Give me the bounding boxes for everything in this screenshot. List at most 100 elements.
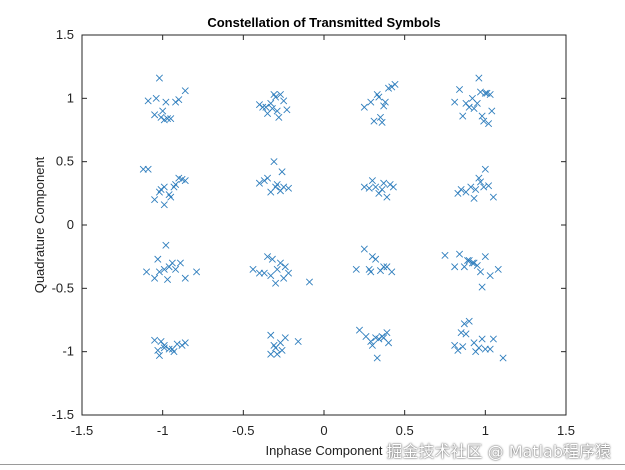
data-point: [172, 98, 180, 106]
data-point: [260, 177, 268, 185]
data-point: [460, 263, 468, 271]
y-tick-label: 1.5: [56, 27, 74, 42]
data-point: [163, 275, 172, 283]
data-point: [270, 158, 278, 166]
data-point: [488, 107, 496, 115]
data-point: [175, 96, 183, 104]
data-point: [465, 103, 473, 111]
data-point: [368, 253, 376, 261]
data-point: [165, 191, 173, 199]
data-point: [456, 85, 464, 93]
data-point: [160, 344, 168, 352]
data-point: [473, 99, 481, 107]
data-point: [473, 262, 481, 270]
y-axis-label: Quadrature Component: [32, 156, 47, 293]
x-tick-label: 0: [320, 423, 327, 438]
data-point: [272, 183, 280, 191]
data-point: [367, 268, 375, 276]
data-point: [160, 201, 168, 209]
data-point: [470, 194, 478, 202]
data-point: [284, 184, 293, 192]
plot-area: -1.5 -1 -0.5 0 0.5 1 1.5 -1.5 -1 -0.5 0 0.5 1 1.5: [52, 27, 575, 438]
data-point: [380, 179, 388, 187]
data-point: [280, 183, 288, 191]
x-tick-label: -1: [157, 423, 169, 438]
data-point: [276, 91, 284, 99]
data-point: [267, 331, 275, 339]
data-point: [475, 74, 483, 82]
data-point: [381, 98, 389, 106]
data-point: [481, 165, 489, 173]
data-point: [365, 184, 373, 192]
data-point: [476, 268, 485, 276]
data-point: [172, 265, 180, 273]
data-point: [462, 188, 470, 196]
data-point: [373, 354, 381, 362]
x-tick-label: 1.5: [557, 423, 575, 438]
data-point: [305, 278, 313, 286]
data-point: [486, 272, 494, 280]
data-point: [168, 345, 176, 353]
data-point: [151, 336, 159, 344]
data-point: [267, 350, 275, 358]
data-point: [372, 255, 380, 263]
data-point: [152, 94, 160, 102]
data-point: [176, 259, 184, 267]
data-point: [160, 265, 168, 273]
data-point: [178, 341, 186, 349]
data-point: [459, 343, 467, 351]
data-point: [362, 332, 370, 340]
data-point: [172, 180, 180, 188]
y-tick-label: 1: [67, 90, 74, 105]
data-point: [273, 350, 281, 358]
data-point: [181, 339, 189, 347]
data-point: [383, 329, 391, 337]
data-point: [485, 182, 493, 190]
data-point: [465, 317, 473, 325]
x-tick-label: 1: [482, 423, 489, 438]
data-point: [489, 193, 497, 201]
data-point: [144, 97, 152, 105]
data-point: [151, 196, 159, 204]
axes-box: [81, 34, 567, 416]
data-point: [268, 255, 276, 263]
data-point: [380, 102, 388, 110]
data-point: [481, 253, 489, 261]
data-point: [457, 329, 465, 337]
data-point: [157, 113, 165, 121]
data-point: [483, 89, 491, 97]
data-point: [372, 183, 380, 191]
y-tick-label: -0.5: [52, 280, 74, 295]
data-point: [284, 269, 293, 277]
data-point: [370, 117, 378, 125]
data-point: [383, 193, 391, 201]
data-point: [162, 98, 170, 106]
data-point: [375, 335, 383, 343]
data-point: [276, 259, 284, 267]
data-point: [470, 339, 478, 347]
y-tick-label: -1: [62, 344, 74, 359]
data-point: [367, 98, 375, 106]
x-tick-label: 0.5: [396, 423, 414, 438]
data-point: [478, 283, 486, 291]
data-point: [165, 345, 173, 353]
data-point: [352, 265, 360, 273]
data-point: [465, 256, 473, 264]
data-point: [478, 112, 486, 120]
data-point: [193, 268, 201, 276]
data-point: [480, 183, 488, 191]
data-point: [159, 107, 167, 115]
data-point: [454, 189, 462, 197]
data-point: [454, 346, 462, 354]
data-point: [255, 269, 263, 277]
data-point: [459, 112, 467, 120]
data-point: [157, 186, 165, 194]
data-point: [264, 253, 272, 261]
data-point: [451, 263, 459, 271]
y-tick-label: -1.5: [52, 407, 74, 422]
data-point: [262, 103, 270, 111]
data-point: [472, 186, 480, 194]
data-point: [360, 103, 368, 111]
data-point: [388, 268, 396, 276]
